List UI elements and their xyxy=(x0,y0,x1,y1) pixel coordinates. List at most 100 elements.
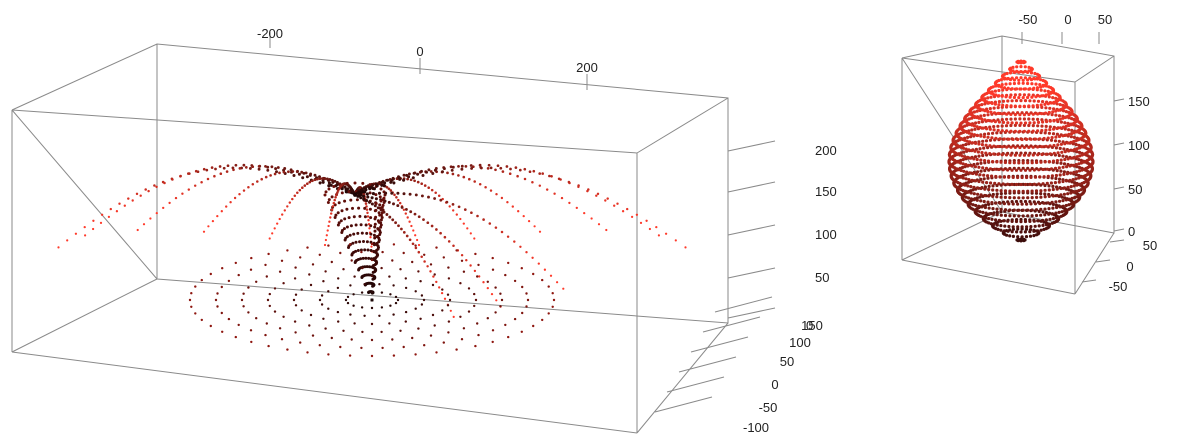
data-point xyxy=(305,175,309,179)
data-point xyxy=(473,180,476,183)
data-point xyxy=(389,189,393,192)
data-point xyxy=(1059,169,1063,173)
data-point xyxy=(494,226,498,229)
data-point xyxy=(404,286,408,290)
data-point xyxy=(385,185,389,189)
data-point xyxy=(227,317,231,321)
data-point xyxy=(528,170,532,174)
data-point xyxy=(547,285,550,288)
data-point xyxy=(227,279,231,283)
data-point xyxy=(91,227,95,231)
data-point xyxy=(1057,210,1061,214)
data-point xyxy=(1013,113,1018,117)
data-point xyxy=(1012,159,1016,163)
data-point xyxy=(420,194,424,198)
data-point xyxy=(66,239,69,242)
data-point xyxy=(303,184,307,187)
data-point xyxy=(1020,175,1024,180)
data-point xyxy=(226,164,230,168)
data-point xyxy=(327,184,331,188)
data-point xyxy=(543,268,547,271)
data-point xyxy=(997,88,1001,93)
data-point xyxy=(473,292,476,296)
data-point xyxy=(1049,167,1054,171)
data-point xyxy=(992,125,996,129)
data-point xyxy=(984,216,988,220)
z-axis-tick xyxy=(1113,142,1125,146)
data-point xyxy=(1050,200,1054,204)
data-point xyxy=(1004,95,1008,99)
data-point xyxy=(237,323,240,327)
data-point xyxy=(1011,137,1015,141)
data-point xyxy=(362,197,366,201)
data-point xyxy=(216,292,219,295)
data-point xyxy=(350,259,353,262)
data-point xyxy=(992,128,996,132)
data-point xyxy=(990,101,994,105)
data-point xyxy=(1014,99,1019,103)
data-point xyxy=(283,167,287,170)
data-point xyxy=(442,341,445,344)
data-point xyxy=(1002,137,1006,141)
data-point xyxy=(369,249,373,252)
data-point xyxy=(1045,181,1049,185)
data-point xyxy=(273,310,277,313)
data-point xyxy=(1008,71,1013,75)
data-point xyxy=(57,246,60,249)
data-point xyxy=(1010,99,1014,103)
data-point xyxy=(328,220,331,223)
data-point xyxy=(311,179,314,183)
data-point xyxy=(1052,151,1056,155)
data-point xyxy=(447,266,450,269)
data-point xyxy=(379,225,383,229)
data-point xyxy=(353,181,357,185)
depth-axis-tick-label: 50 xyxy=(780,354,794,369)
data-point xyxy=(337,201,341,205)
data-point xyxy=(266,165,270,169)
data-point xyxy=(435,351,438,354)
data-point xyxy=(1035,103,1039,107)
data-point xyxy=(1034,189,1039,193)
data-point xyxy=(420,294,424,297)
data-point xyxy=(1077,165,1082,170)
data-point xyxy=(469,264,472,267)
data-point xyxy=(1047,194,1051,198)
data-point xyxy=(381,203,385,207)
data-point xyxy=(999,189,1003,193)
data-point xyxy=(1074,189,1078,193)
data-point xyxy=(1070,109,1074,113)
data-point xyxy=(1037,168,1041,172)
data-point xyxy=(193,184,197,187)
data-point xyxy=(482,218,485,221)
data-point xyxy=(420,255,423,259)
data-point xyxy=(357,206,361,210)
data-point xyxy=(988,212,992,216)
data-point xyxy=(477,333,480,337)
data-point xyxy=(1016,111,1020,115)
data-point xyxy=(1015,87,1019,91)
data-point xyxy=(977,179,981,184)
data-point xyxy=(995,195,999,199)
data-point xyxy=(372,187,376,191)
top-axis-tick-label: 50 xyxy=(1098,12,1112,27)
data-point xyxy=(345,187,350,191)
data-point xyxy=(414,353,417,356)
data-point xyxy=(1043,188,1047,192)
data-point xyxy=(1007,175,1011,179)
data-point xyxy=(269,174,272,177)
data-point xyxy=(1026,78,1030,82)
data-point xyxy=(1036,229,1040,233)
data-point xyxy=(153,184,156,187)
data-point xyxy=(1048,152,1052,156)
data-point xyxy=(200,278,203,282)
data-point xyxy=(1021,189,1025,193)
data-point xyxy=(1047,131,1051,135)
data-point xyxy=(1023,199,1028,204)
data-point xyxy=(367,256,371,260)
data-point xyxy=(460,164,464,168)
data-point xyxy=(442,167,446,171)
data-point xyxy=(266,168,270,172)
data-point xyxy=(606,197,609,200)
data-point xyxy=(964,163,968,167)
data-point xyxy=(975,125,979,129)
